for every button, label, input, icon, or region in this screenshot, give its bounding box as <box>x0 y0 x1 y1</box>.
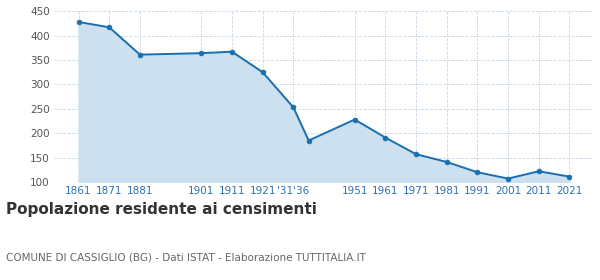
Text: Popolazione residente ai censimenti: Popolazione residente ai censimenti <box>6 202 317 217</box>
Text: COMUNE DI CASSIGLIO (BG) - Dati ISTAT - Elaborazione TUTTITALIA.IT: COMUNE DI CASSIGLIO (BG) - Dati ISTAT - … <box>6 252 366 262</box>
